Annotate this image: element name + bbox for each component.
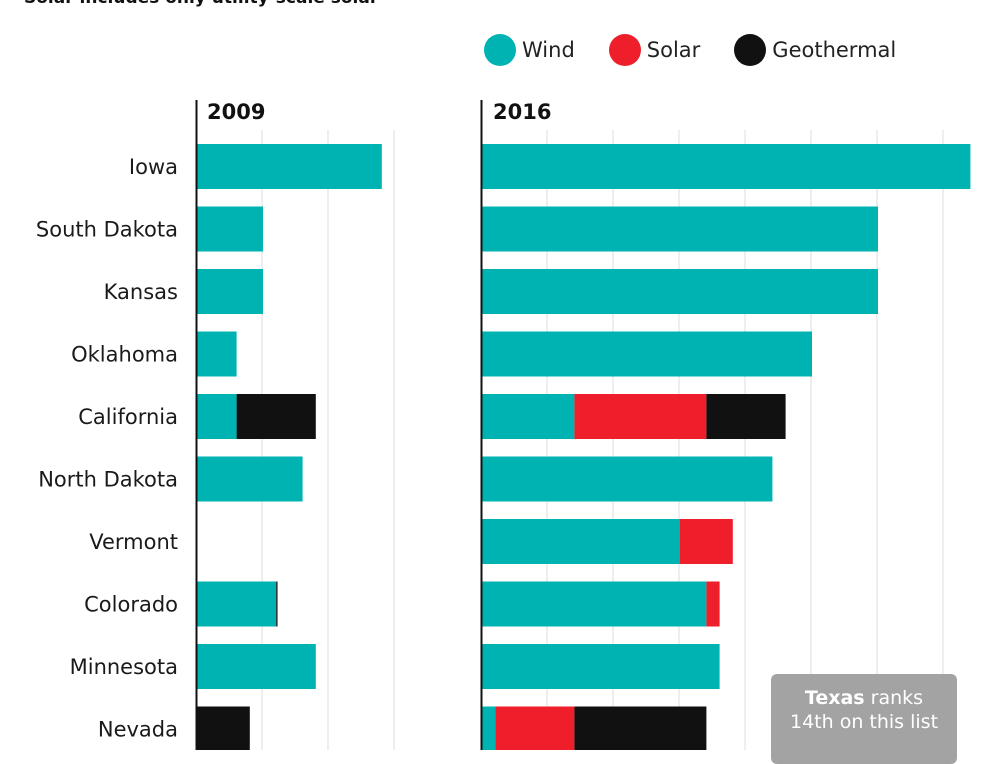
legend-label-geothermal: Geothermal — [772, 38, 897, 62]
bar-2009-colorado-geothermal — [276, 581, 278, 627]
category-label-kansas: Kansas — [104, 280, 178, 304]
bar-2016-south-dakota-wind — [482, 206, 878, 252]
bar-2016-colorado-solar — [706, 581, 720, 627]
bar-2016-vermont-solar — [680, 519, 733, 564]
bar-2016-colorado-wind — [482, 581, 707, 627]
chart-subtitle: Solar includes only utility-scale solar — [24, 0, 378, 8]
legend-swatch-geothermal — [734, 34, 767, 66]
bar-2016-kansas-wind — [482, 269, 878, 314]
bar-2016-oklahoma-wind — [482, 331, 812, 377]
bar-2009-minnesota-wind — [197, 644, 316, 689]
category-label-colorado: Colorado — [84, 593, 178, 617]
bar-2009-oklahoma-wind — [197, 331, 237, 377]
bar-2016-iowa-wind — [482, 144, 971, 189]
bars-2009 — [197, 144, 382, 750]
panel-title-2016: 2016 — [493, 100, 551, 124]
bar-2016-nevada-geothermal — [574, 706, 707, 750]
legend-item-solar: Solar — [608, 34, 701, 66]
category-label-south-dakota: South Dakota — [36, 218, 178, 242]
bar-2009-california-geothermal — [236, 394, 316, 439]
bar-2016-minnesota-wind — [482, 644, 720, 689]
bar-2009-california-wind — [197, 394, 237, 439]
bar-2016-california-geothermal — [706, 394, 786, 439]
bar-2016-vermont-wind — [482, 519, 680, 564]
panel-title-2009: 2009 — [207, 100, 265, 124]
note-text-1: ranks — [870, 687, 924, 709]
category-label-minnesota: Minnesota — [70, 655, 178, 679]
note-text-2: 14th on this list — [789, 711, 939, 733]
bar-2009-iowa-wind — [197, 144, 382, 189]
bar-2009-south-dakota-wind — [197, 206, 263, 252]
category-label-vermont: Vermont — [89, 530, 178, 554]
legend-label-wind: Wind — [522, 38, 575, 62]
bars-2016 — [482, 144, 971, 750]
bar-2016-california-wind — [482, 394, 575, 439]
note-state: Texas — [804, 687, 865, 709]
bar-2016-nevada-wind — [482, 706, 496, 750]
bar-2016-nevada-solar — [495, 706, 575, 750]
bar-2016-california-solar — [574, 394, 707, 439]
category-label-nevada: Nevada — [98, 718, 178, 742]
bar-2016-north-dakota-wind — [482, 456, 773, 502]
legend-swatch-wind — [484, 34, 516, 66]
category-label-oklahoma: Oklahoma — [71, 343, 178, 367]
bar-2009-kansas-wind — [197, 269, 263, 314]
bar-2009-colorado-wind — [197, 581, 277, 627]
legend: Wind Solar Geothermal — [484, 34, 930, 66]
bar-2009-north-dakota-wind — [197, 456, 303, 502]
legend-swatch-solar — [608, 34, 641, 66]
legend-label-solar: Solar — [646, 38, 701, 62]
category-label-california: California — [78, 405, 178, 429]
category-labels: Iowa South Dakota Kansas Oklahoma California… — [36, 155, 178, 742]
texas-note: Texas ranks 14th on this list — [771, 674, 957, 764]
category-label-iowa: Iowa — [129, 155, 178, 179]
legend-item-wind: Wind — [484, 34, 575, 66]
legend-item-geothermal: Geothermal — [734, 34, 896, 66]
category-label-north-dakota: North Dakota — [38, 468, 178, 492]
bar-2009-nevada-geothermal — [197, 706, 250, 750]
